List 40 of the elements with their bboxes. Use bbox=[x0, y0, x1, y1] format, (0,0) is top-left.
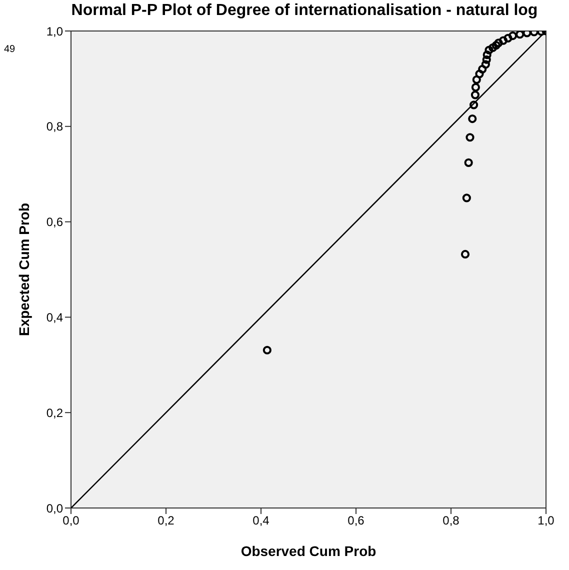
y-axis-title: Expected Cum Prob bbox=[16, 202, 32, 336]
text: 49 bbox=[4, 44, 16, 55]
point bbox=[508, 31, 518, 40]
x-tick-label: 0,6 bbox=[348, 514, 365, 528]
point bbox=[492, 41, 500, 50]
point bbox=[484, 46, 494, 54]
point bbox=[478, 64, 487, 74]
point bbox=[460, 250, 470, 259]
x-axis-title: Observed Cum Prob bbox=[240, 543, 376, 559]
point bbox=[468, 114, 477, 124]
y-tick-label: 0,6 bbox=[46, 215, 64, 230]
point bbox=[488, 43, 498, 52]
x-tick-label: 1,0 bbox=[538, 514, 555, 528]
y-tick-label: 0,4 bbox=[46, 310, 64, 324]
x-tick-label: 0,0 bbox=[62, 514, 80, 528]
point bbox=[470, 90, 480, 100]
point bbox=[481, 60, 490, 69]
point bbox=[472, 75, 481, 84]
y-tick-label: 0,0 bbox=[46, 501, 64, 516]
point bbox=[475, 70, 484, 78]
point bbox=[466, 133, 474, 142]
point bbox=[470, 100, 478, 110]
y-tick-label: 0,2 bbox=[46, 406, 64, 420]
point bbox=[464, 158, 473, 167]
point bbox=[262, 346, 272, 354]
point bbox=[482, 50, 492, 60]
y-tick-label: 0,8 bbox=[46, 120, 64, 134]
point bbox=[516, 31, 524, 39]
chart-title: Normal P-P Plot of Degree of internationalisation - natural log bbox=[70, 2, 539, 20]
x-tick-label: 0,8 bbox=[442, 514, 460, 528]
point bbox=[462, 194, 471, 202]
point bbox=[522, 31, 532, 38]
x-tick-label: 0,2 bbox=[158, 514, 175, 528]
point bbox=[482, 55, 491, 64]
point bbox=[494, 38, 503, 48]
point bbox=[504, 34, 512, 42]
point bbox=[471, 82, 480, 92]
point bbox=[498, 36, 508, 45]
x-tick-label: 0,4 bbox=[252, 514, 270, 528]
y-tick-label: 1,0 bbox=[46, 24, 64, 38]
